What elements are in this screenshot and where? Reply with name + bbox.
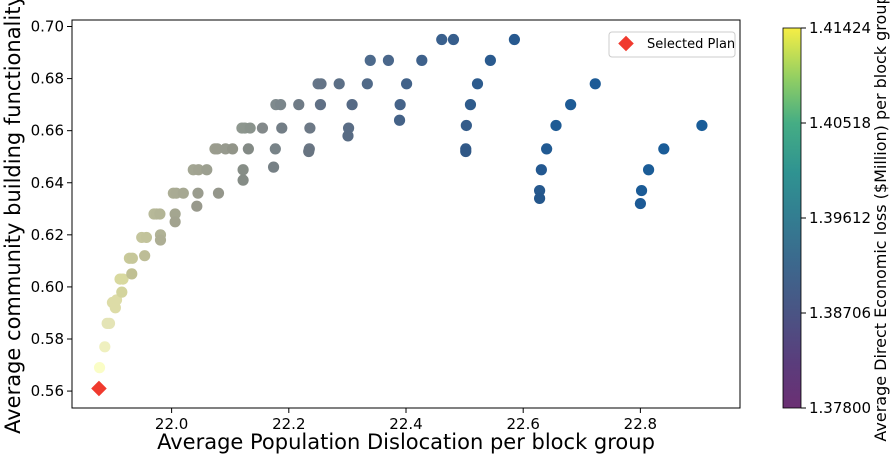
data-point (103, 317, 116, 329)
data-point (191, 200, 203, 212)
y-tick-label: 0.66 (31, 122, 64, 140)
y-tick-label: 0.58 (31, 330, 64, 348)
data-point (226, 143, 239, 155)
data-point (642, 164, 655, 176)
y-tick-label: 0.56 (31, 382, 64, 400)
data-point (315, 78, 327, 90)
selected-plan-marker (91, 380, 107, 397)
y-tick-label: 0.68 (31, 70, 64, 88)
data-point (192, 187, 204, 199)
data-point (436, 33, 448, 46)
data-point (116, 286, 128, 298)
legend-box (608, 31, 736, 58)
data-point (346, 99, 358, 111)
data-point (534, 184, 546, 197)
selected-plan-layer (91, 380, 107, 397)
data-point (303, 145, 315, 158)
data-point (460, 119, 472, 132)
data-point (314, 99, 327, 111)
data-point (212, 187, 225, 199)
data-point (304, 122, 316, 134)
data-point (534, 192, 546, 204)
data-point (471, 78, 484, 90)
data-point (269, 143, 281, 155)
data-point (460, 145, 472, 158)
data-point (256, 122, 269, 134)
colorbar-label: Average Direct Economic loss ($Million) … (871, 0, 890, 442)
data-point (393, 114, 406, 126)
data-point (140, 231, 153, 244)
data-point (565, 99, 577, 111)
colorbar-tick-label: 1.40518 (809, 114, 871, 132)
data-point (634, 197, 646, 210)
data-point (237, 164, 249, 176)
y-axis: 0.56 0.58 0.60 0.62 0.64 0.66 0.68 0.70 (31, 18, 72, 400)
data-point (635, 184, 648, 197)
data-point (696, 119, 708, 132)
data-point (342, 130, 354, 142)
data-point (154, 234, 167, 246)
y-axis-label: Average community building functionality (1, 0, 25, 434)
x-tick-label: 22.2 (272, 415, 305, 433)
data-point (382, 54, 395, 66)
data-point (275, 99, 287, 111)
data-point (93, 362, 106, 374)
colorbar-tick-label: 1.37800 (809, 399, 871, 417)
colorbar-tick-label: 1.41424 (809, 19, 871, 37)
data-point (658, 143, 670, 155)
data-point (293, 99, 305, 111)
data-point (242, 143, 254, 155)
x-tick-label: 22.6 (506, 415, 539, 433)
data-point (400, 78, 413, 90)
data-point (169, 216, 181, 228)
colorbar-tick-label: 1.38706 (809, 304, 871, 322)
colorbar-ticks: 1.37800 1.38706 1.39612 1.40518 1.41424 (801, 19, 871, 417)
data-point (361, 78, 373, 90)
data-points (93, 33, 708, 374)
data-point (244, 122, 256, 134)
data-point (541, 143, 553, 155)
legend: Selected Plan (608, 31, 736, 58)
y-tick-label: 0.60 (31, 278, 64, 296)
data-point (126, 268, 138, 280)
y-tick-label: 0.62 (31, 226, 64, 244)
data-point (201, 164, 213, 176)
data-point (169, 208, 181, 220)
data-point (154, 208, 166, 220)
data-point (276, 122, 288, 134)
data-point (211, 143, 223, 155)
x-axis: 22.0 22.2 22.4 22.6 22.8 (155, 408, 657, 433)
data-point (447, 33, 460, 46)
data-point (139, 250, 151, 262)
x-tick-label: 22.8 (624, 415, 657, 433)
data-point (535, 164, 547, 176)
data-point (333, 78, 345, 90)
data-point (177, 187, 189, 199)
data-point (192, 164, 205, 176)
y-tick-label: 0.64 (31, 174, 64, 192)
colorbar-gradient (782, 27, 802, 409)
data-point (237, 174, 249, 186)
data-point (589, 78, 601, 90)
colorbar: 1.37800 1.38706 1.39612 1.40518 1.41424 Aver… (782, 0, 890, 442)
x-tick-label: 22.4 (389, 415, 422, 433)
x-axis-label: Average Population Dislocation per block… (157, 430, 655, 454)
data-point (364, 54, 376, 66)
data-point (484, 54, 496, 66)
data-point (550, 119, 562, 132)
data-point (394, 99, 406, 111)
legend-entry-selected-plan: Selected Plan (647, 37, 735, 52)
data-point (117, 273, 129, 285)
data-point (126, 252, 138, 264)
x-tick-label: 22.0 (155, 415, 188, 433)
y-tick-label: 0.70 (31, 18, 64, 36)
data-point (99, 341, 111, 353)
data-point (464, 99, 477, 111)
data-point (416, 54, 428, 66)
colorbar-tick-label: 1.39612 (809, 209, 871, 227)
data-point (267, 161, 280, 173)
data-point (508, 33, 521, 46)
